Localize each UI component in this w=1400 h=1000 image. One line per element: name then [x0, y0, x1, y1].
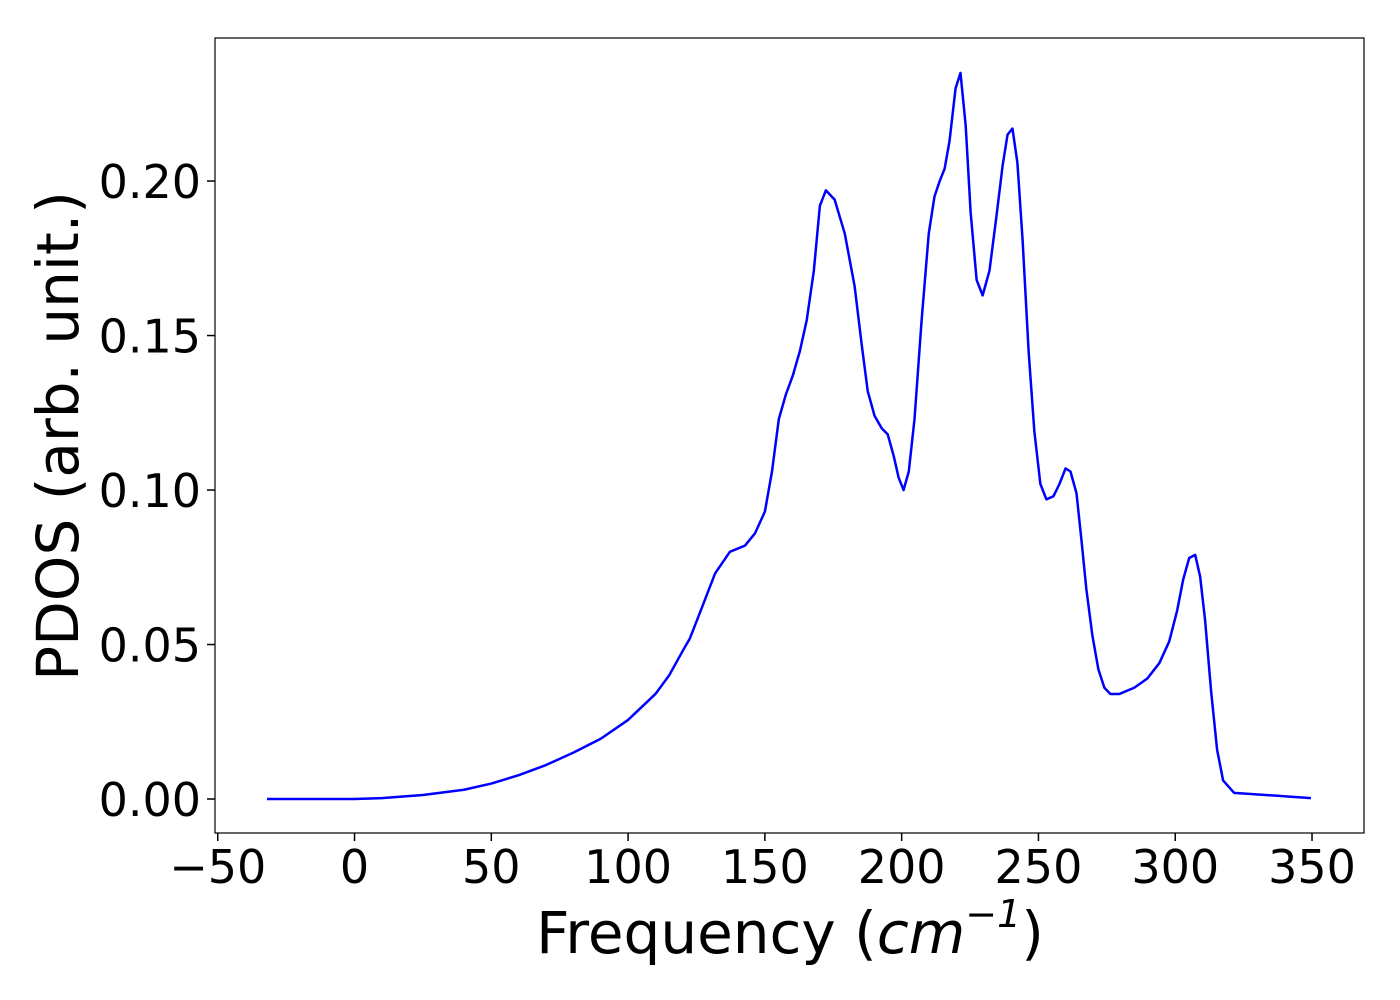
- y-tick-label: 0.05: [99, 619, 201, 673]
- x-tick-label: 50: [462, 840, 521, 894]
- y-tick-label: 0.15: [99, 310, 201, 364]
- x-label-unit: cm: [877, 899, 965, 967]
- x-tick-label: 0: [340, 840, 369, 894]
- y-tick-label: 0.10: [99, 464, 201, 518]
- x-axis-label: Frequency (cm−1): [536, 892, 1044, 967]
- y-tick-label: 0.00: [99, 773, 201, 827]
- x-tick-label: 100: [584, 840, 672, 894]
- x-tick-label: 350: [1268, 840, 1356, 894]
- x-tick-label: 300: [1131, 840, 1219, 894]
- x-label-text: ): [1021, 899, 1044, 967]
- x-tick-label: −50: [169, 840, 266, 894]
- x-tick-label: 150: [721, 840, 809, 894]
- x-label-text: Frequency (: [536, 899, 877, 967]
- y-axis-label: PDOS (arb. unit.): [24, 191, 92, 681]
- y-tick-label: 0.20: [99, 155, 201, 209]
- plot-frame: [214, 37, 1365, 834]
- data-line: [266, 71, 1312, 801]
- x-label-exponent: −1: [965, 892, 1021, 936]
- x-tick-label: 200: [858, 840, 946, 894]
- x-tick-label: 250: [995, 840, 1083, 894]
